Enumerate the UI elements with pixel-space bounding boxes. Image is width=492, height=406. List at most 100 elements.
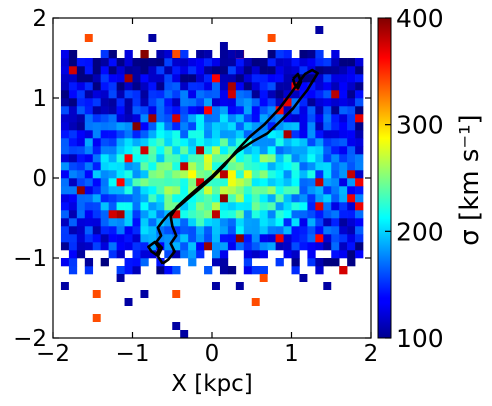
heatmap-cell: [227, 234, 237, 243]
heatmap-cell: [267, 122, 276, 131]
heatmap-cell: [60, 154, 70, 163]
heatmap-cell: [204, 90, 213, 99]
heatmap-cell: [68, 130, 78, 139]
heatmap-cell: [299, 82, 308, 91]
heatmap-cell: [355, 114, 364, 123]
heatmap-cell: [251, 250, 260, 259]
heatmap-cell: [259, 242, 268, 251]
heatmap-cell: [164, 138, 173, 147]
heatmap-cell: [164, 194, 173, 203]
heatmap-cell: [307, 170, 316, 179]
heatmap-cell: [283, 226, 292, 235]
heatmap-cell: [307, 178, 316, 187]
heatmap-cell: [267, 98, 276, 107]
heatmap-cell: [92, 98, 101, 107]
heatmap-cell: [124, 218, 133, 227]
heatmap-cell: [108, 114, 117, 123]
heatmap-cell: [140, 258, 149, 267]
heatmap-cell: [331, 162, 340, 171]
heatmap-cell: [267, 170, 276, 179]
heatmap-cell: [180, 82, 189, 91]
heatmap-cell: [299, 170, 308, 179]
heatmap-cell: [164, 250, 173, 259]
heatmap-cell: [315, 114, 324, 123]
heatmap-cell: [355, 250, 364, 259]
heatmap-cell: [108, 98, 117, 107]
heatmap-cell: [116, 170, 125, 179]
heatmap-cell: [227, 98, 237, 107]
heatmap-cell: [219, 210, 229, 219]
heatmap-cell: [323, 234, 332, 243]
heatmap-cell: [92, 170, 101, 179]
heatmap-cell: [84, 218, 94, 227]
heatmap-cell: [156, 66, 165, 75]
colorbar-axis: 100 200 300 400: [385, 4, 444, 353]
heatmap-cell: [219, 154, 229, 163]
heatmap-cell: [212, 186, 221, 195]
heatmap-cell: [148, 234, 157, 243]
heatmap-cell: [291, 210, 300, 219]
heatmap-cell: [212, 154, 221, 163]
heatmap-cell: [227, 106, 237, 115]
heatmap-cell: [275, 202, 284, 211]
heatmap-cell: [204, 162, 213, 171]
heatmap-cell: [156, 90, 165, 99]
heatmap-cell: [307, 146, 316, 155]
heatmap-cell: [180, 330, 189, 338]
heatmap-cell: [299, 146, 308, 155]
heatmap-cell: [219, 98, 229, 107]
heatmap-cell: [172, 90, 181, 99]
heatmap-cell: [92, 146, 101, 155]
heatmap-cell: [68, 194, 78, 203]
heatmap-cell: [267, 234, 276, 243]
heatmap-cell: [196, 50, 205, 59]
heatmap-cell: [180, 122, 189, 131]
heatmap-cell: [196, 90, 205, 99]
heatmap-cell: [283, 170, 292, 179]
heatmap-cell: [283, 154, 292, 163]
heatmap-cell: [267, 130, 276, 139]
x-tick-label: 2: [364, 341, 379, 367]
heatmap-cell: [227, 114, 237, 123]
heatmap-cell: [84, 210, 94, 219]
heatmap-cell: [355, 234, 364, 243]
heatmap-cell: [172, 290, 181, 298]
heatmap-cell: [204, 242, 213, 251]
heatmap-cell: [347, 58, 356, 67]
heatmap-cell: [307, 250, 316, 259]
heatmap-cell: [227, 138, 237, 147]
heatmap-cell: [299, 178, 308, 187]
heatmap-cell: [172, 66, 181, 75]
heatmap-cell: [355, 66, 364, 75]
heatmap-cell: [212, 258, 221, 267]
heatmap-cell: [219, 74, 229, 83]
heatmap-cell: [124, 202, 133, 211]
heatmap-cell: [140, 162, 149, 171]
heatmap-cell: [307, 218, 316, 227]
heatmap-cell: [235, 66, 245, 75]
heatmap-cell: [275, 162, 284, 171]
heatmap-cell: [92, 82, 101, 91]
heatmap-cell: [339, 90, 348, 99]
heatmap-cell: [339, 194, 348, 203]
heatmap-cell: [204, 130, 213, 139]
heatmap-cell: [291, 162, 300, 171]
heatmap-cell: [100, 218, 109, 227]
heatmap-cell: [315, 138, 324, 147]
heatmap-cell: [124, 66, 133, 75]
heatmap-cell: [315, 82, 324, 91]
heatmap-cell: [188, 154, 197, 163]
heatmap-cell: [76, 194, 86, 203]
heatmap-cell: [124, 210, 133, 219]
heatmap-cell: [259, 170, 268, 179]
heatmap-cell: [140, 250, 149, 259]
heatmap-cell: [219, 42, 228, 50]
heatmap-cell: [283, 186, 292, 195]
heatmap-cell: [283, 146, 292, 155]
heatmap-cell: [339, 146, 348, 155]
heatmap-cell: [116, 194, 125, 203]
heatmap-cell: [267, 82, 276, 91]
heatmap-cell: [347, 194, 356, 203]
heatmap-cell: [100, 90, 109, 99]
heatmap-cell: [212, 106, 221, 115]
